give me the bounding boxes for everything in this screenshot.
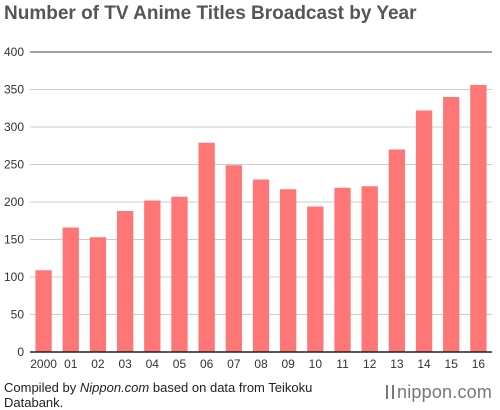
x-tick-label: 12: [363, 357, 377, 371]
bar-09: [280, 189, 297, 352]
bar-13: [388, 149, 406, 352]
x-tick-label: 05: [173, 357, 187, 371]
source-publisher: Nippon.com: [79, 380, 150, 395]
y-tick-label: 400: [4, 45, 24, 59]
bar-11: [334, 187, 351, 352]
bar-08: [252, 179, 270, 352]
bar-03: [116, 211, 134, 352]
bar-16: [470, 85, 487, 352]
bar-14: [415, 110, 433, 352]
source-suffix: based on data from Teikoku Databank.: [4, 380, 313, 410]
x-tick-label: 2000: [30, 357, 57, 371]
bar-07: [225, 165, 242, 352]
bar-15: [443, 97, 460, 352]
bar-2000: [35, 270, 52, 352]
y-tick-label: 200: [4, 195, 24, 209]
bar-chart: 0 50 100 150 200 250 300 350 400 2000 01 02 03 04 05 0…: [4, 45, 492, 371]
y-tick-label: 50: [11, 308, 25, 322]
x-tick-label: 07: [227, 357, 241, 371]
x-tick-label: 02: [91, 357, 105, 371]
logo-text: nippon.com: [397, 381, 493, 402]
source-prefix: Compiled by: [4, 380, 80, 395]
y-tick-label: 100: [4, 270, 24, 284]
x-axis-tick-labels: 2000 01 02 03 04 05 06 07 08 09 10 11 12 13 14 15 16: [30, 357, 485, 371]
x-tick-label: 09: [281, 357, 295, 371]
bar-05: [171, 196, 188, 352]
bar-01: [62, 227, 79, 352]
bar-12: [361, 186, 378, 352]
y-axis-tick-labels: 0 50 100 150 200 250 300 350 400: [4, 45, 24, 359]
x-tick-label: 11: [336, 357, 349, 371]
y-tick-label: 150: [4, 233, 24, 247]
x-tick-label: 01: [64, 357, 78, 371]
bar-06: [198, 142, 215, 352]
x-tick-label: 06: [200, 357, 214, 371]
x-tick-label: 16: [472, 357, 486, 371]
bars: [35, 85, 487, 352]
bar-02: [89, 237, 107, 352]
x-tick-label: 10: [309, 357, 323, 371]
nippon-logo: nippon.com: [386, 381, 492, 403]
x-tick-label: 13: [390, 357, 404, 371]
y-tick-label: 0: [17, 345, 24, 359]
x-tick-label: 15: [445, 357, 459, 371]
bar-10: [307, 206, 324, 352]
chart-title: Number of TV Anime Titles Broadcast by Y…: [4, 3, 417, 24]
source-note: Compiled by Nippon.com based on data fro…: [4, 380, 344, 410]
y-tick-label: 300: [4, 120, 24, 134]
bar-04: [144, 200, 161, 352]
y-tick-label: 250: [4, 158, 24, 172]
x-tick-label: 14: [417, 357, 431, 371]
y-tick-label: 350: [4, 83, 24, 97]
x-tick-label: 08: [254, 357, 268, 371]
x-tick-label: 04: [146, 357, 160, 371]
x-tick-label: 03: [118, 357, 132, 371]
logo-mark-icon: [386, 385, 394, 399]
